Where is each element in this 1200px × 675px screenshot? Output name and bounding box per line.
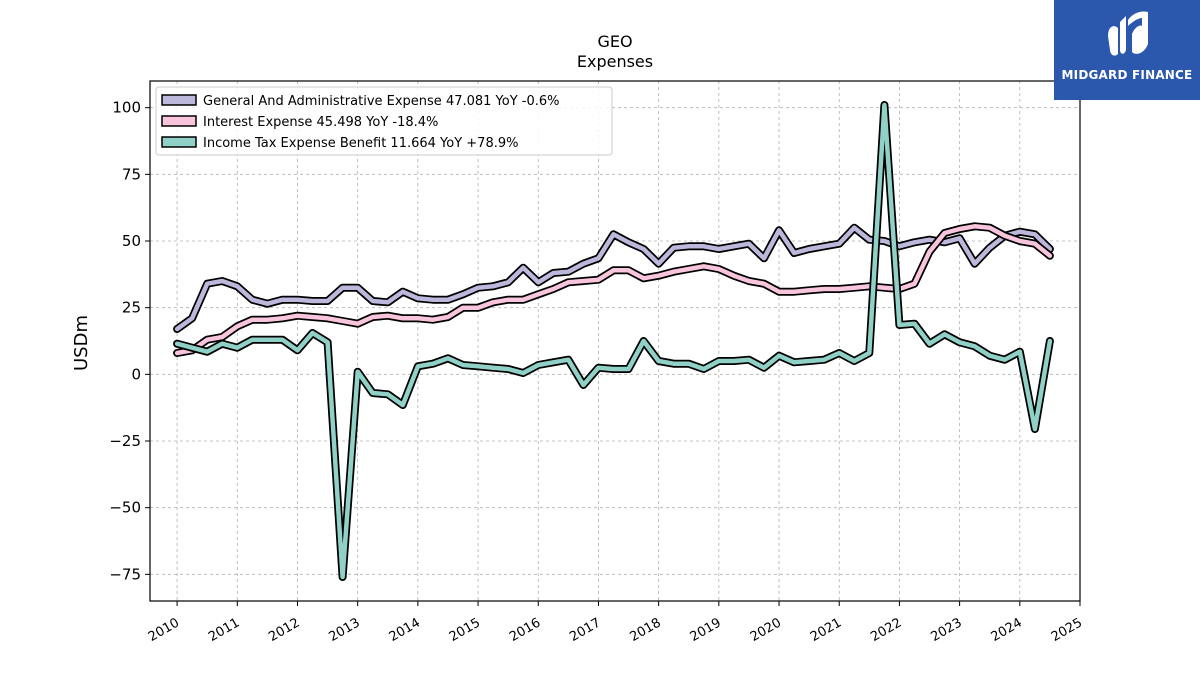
legend-box	[155, 86, 613, 156]
chart-title: GEO	[597, 32, 632, 51]
x-tick-label: 2013	[327, 615, 363, 645]
x-tick-label: 2019	[688, 615, 724, 645]
legend-swatch-interest	[161, 115, 197, 127]
x-tick-label: 2020	[748, 615, 784, 645]
series-line	[174, 102, 1053, 580]
y-tick-label: 100	[112, 99, 141, 117]
series-lines	[173, 101, 1054, 581]
y-tick-label: −75	[109, 565, 141, 583]
x-tick-label: 2023	[928, 615, 964, 645]
plot-frame	[149, 80, 1081, 602]
y-tick-label: 25	[122, 299, 141, 317]
x-tick-label: 2015	[447, 615, 483, 645]
grid	[150, 81, 1081, 601]
y-tick-label: −50	[109, 499, 141, 517]
y-tick-label: 0	[131, 365, 141, 383]
midgard-finance-logo: MIDGARD FINANCE	[1054, 0, 1200, 100]
y-tick-label: 75	[122, 165, 141, 183]
legend-label-interest: Interest Expense 45.498 YoY -18.4%	[203, 115, 438, 130]
legend: General And Administrative Expense 47.08…	[155, 86, 613, 156]
x-tick-label: 2010	[146, 615, 182, 645]
chart-subtitle: Expenses	[577, 52, 653, 71]
legend-label-ga: General And Administrative Expense 47.08…	[203, 94, 560, 109]
series-line	[174, 225, 1053, 332]
legend-swatch-ga	[161, 94, 197, 106]
legend-swatch-tax	[161, 136, 197, 148]
x-tick-label: 2017	[567, 615, 603, 645]
series-line	[174, 224, 1053, 356]
x-tick-label: 2025	[1049, 615, 1085, 645]
x-tick-label: 2012	[266, 615, 302, 645]
x-tick-label: 2021	[808, 615, 844, 645]
midgard-logo-mark-icon	[1108, 11, 1148, 56]
logo-text: MIDGARD FINANCE	[1061, 68, 1193, 82]
x-tick-label: 2011	[206, 615, 242, 645]
series-0	[173, 223, 1054, 333]
series-2	[173, 101, 1054, 581]
y-tick-label: −25	[109, 432, 141, 450]
x-tick-label: 2018	[627, 615, 663, 645]
x-tick-label: 2024	[989, 615, 1025, 645]
y-axis-label: USDm	[71, 315, 92, 371]
series-1	[173, 222, 1054, 357]
x-tick-label: 2016	[507, 615, 543, 645]
y-tick-label: 50	[122, 232, 141, 250]
legend-label-tax: Income Tax Expense Benefit 11.664 YoY +7…	[203, 136, 518, 151]
x-tick-label: 2022	[868, 615, 904, 645]
x-tick-label: 2014	[387, 615, 423, 645]
